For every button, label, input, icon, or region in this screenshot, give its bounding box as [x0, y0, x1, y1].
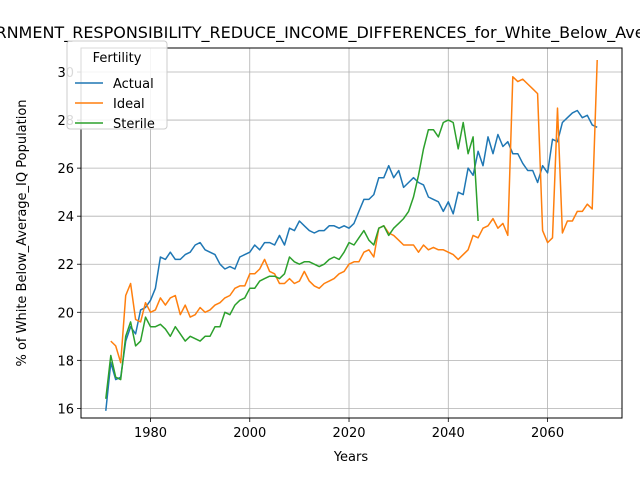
plot-frame — [80, 47, 623, 419]
x-axis: 1980 2000 2020 2040 2060 — [134, 418, 564, 441]
y-axis-label: % of White Below_Average_IQ Population — [15, 99, 30, 366]
series-line-sterile — [105, 119, 479, 399]
series-line-actual — [105, 109, 598, 411]
y-tick-label: 20 — [57, 306, 74, 321]
legend-label-sterile: Sterile — [113, 117, 155, 132]
gridlines — [81, 48, 622, 418]
x-tick-label: 2000 — [233, 426, 266, 441]
y-tick-label: 22 — [57, 258, 74, 273]
series-lines — [105, 59, 598, 411]
chart-title: GOVERNMENT_RESPONSIBILITY_REDUCE_INCOME_… — [0, 23, 640, 43]
y-tick-label: 18 — [57, 354, 74, 369]
x-tick-label: 1980 — [134, 426, 167, 441]
legend-box — [66, 40, 168, 130]
y-tick-label: 16 — [57, 402, 74, 417]
x-tick-label: 2060 — [531, 426, 564, 441]
legend-label-ideal: Ideal — [113, 97, 145, 112]
y-tick-label: 24 — [57, 210, 74, 225]
x-tick-label: 2020 — [332, 426, 365, 441]
y-tick-label: 26 — [57, 162, 74, 177]
legend-title: Fertility — [93, 51, 142, 66]
legend: Fertility Actual Ideal Sterile — [66, 40, 168, 132]
x-tick-label: 2040 — [432, 426, 465, 441]
x-axis-label: Years — [333, 450, 369, 465]
legend-label-actual: Actual — [113, 77, 154, 92]
series-line-ideal — [110, 59, 598, 364]
